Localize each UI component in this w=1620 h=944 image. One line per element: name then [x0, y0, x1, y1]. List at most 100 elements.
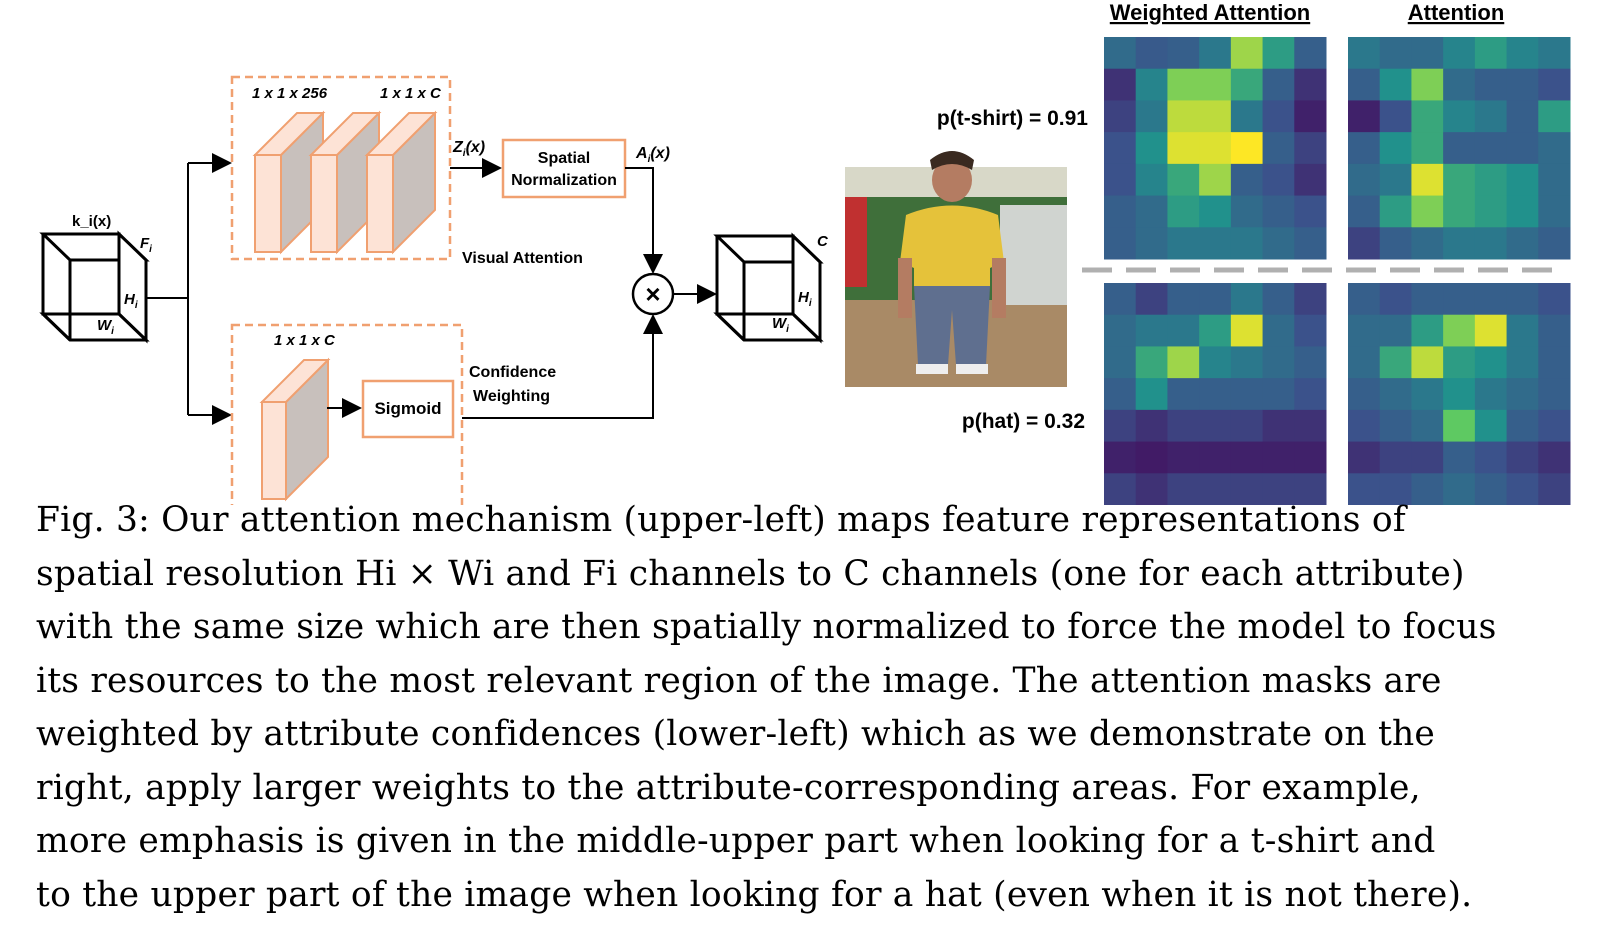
- heatmap-cell: [1104, 314, 1137, 347]
- figure-caption: Fig. 3: Our attention mechanism (upper-l…: [36, 494, 1584, 922]
- heatmap-cell: [1167, 100, 1200, 133]
- heatmap-cell: [1538, 473, 1571, 505]
- caption-line-1: Fig. 3: Our attention mechanism (upper-l…: [36, 500, 1406, 540]
- heatmap-cell: [1506, 163, 1539, 197]
- heatmap-cell: [1506, 473, 1539, 505]
- heatmap-cell: [1506, 227, 1539, 260]
- heatmap-cell: [1294, 409, 1327, 443]
- caption-line-2: spatial resolution Hi × Wi and Fi channe…: [36, 553, 1465, 594]
- heatmap-cell: [1294, 314, 1327, 347]
- caption-line-4: its resources to the most relevant regio…: [36, 660, 1442, 701]
- heatmap-cell: [1506, 283, 1539, 316]
- heatmap-cell: [1443, 409, 1476, 443]
- heatmap-cell: [1379, 163, 1412, 197]
- heatmap-cell: [1167, 378, 1200, 411]
- heatmap-cell: [1230, 100, 1264, 133]
- heatmap-cell: [1506, 68, 1539, 101]
- spatial-norm-line2: Normalization: [511, 172, 617, 189]
- heatmap-cell: [1262, 132, 1295, 165]
- heatmap-cell: [1538, 163, 1571, 197]
- z-label: Zi(x): [452, 139, 485, 159]
- heatmap-cell: [1199, 314, 1232, 347]
- heatmap-cell: [1379, 227, 1412, 260]
- heatmap-cell: [1474, 314, 1508, 347]
- heatmap-cell: [1230, 227, 1264, 260]
- heatmap-cell: [1199, 378, 1232, 411]
- input-f-label: Fi: [140, 235, 152, 255]
- heatmap-cell: [1348, 441, 1381, 474]
- heatmap-cell: [1348, 195, 1381, 228]
- heatmap-cell: [1379, 195, 1412, 228]
- heatmap-cell: [1262, 163, 1295, 197]
- heatmap-cell: [1506, 441, 1539, 474]
- heatmap-cell: [1262, 473, 1295, 505]
- heatmap-cell: [1348, 473, 1381, 505]
- heatmap-cell: [1167, 314, 1200, 347]
- heatmap-cell: [1443, 132, 1476, 165]
- heatmap-cell: [1294, 68, 1327, 101]
- heatmap-cell: [1443, 68, 1476, 101]
- heatmap-cell: [1411, 314, 1444, 347]
- input-tensor-cube: [39, 230, 150, 344]
- top-dim-256: 1 x 1 x 256: [252, 85, 328, 102]
- heatmap-cell: [1348, 100, 1381, 133]
- heatmap-cell: [1262, 346, 1295, 379]
- caption-line-7: more emphasis is given in the middle-upp…: [36, 821, 1436, 861]
- heatmap-cell: [1443, 441, 1476, 474]
- heatmap-cell: [1167, 227, 1200, 260]
- conv-block-1: [252, 110, 326, 255]
- conv-blocks-bottom: [259, 357, 331, 502]
- sigmoid-box: [361, 379, 455, 439]
- heatmap-cell: [1443, 283, 1476, 316]
- bottom-dim-c: 1 x 1 x C: [274, 332, 336, 349]
- spatial-normalization-box: [501, 138, 627, 199]
- heatmap-cell: [1104, 195, 1137, 228]
- header-attention: Attention: [1408, 0, 1505, 25]
- caption-line-8: to the upper part of the image when look…: [36, 874, 1473, 915]
- heatmap-cell: [1167, 473, 1200, 505]
- heatmap-cell: [1104, 346, 1137, 379]
- heatmap-cell: [1474, 37, 1508, 70]
- heatmap-cell: [1411, 409, 1444, 443]
- heatmap-cell: [1199, 441, 1232, 474]
- heatmap-cell: [1379, 378, 1412, 411]
- heatmap-cell: [1474, 409, 1508, 443]
- heatmap-cell: [1230, 163, 1264, 197]
- heatmap-cell: [1411, 132, 1444, 165]
- heatmap-cell: [1506, 314, 1539, 347]
- heatmap-hat-attention: [1348, 283, 1571, 505]
- heatmap-cell: [1506, 132, 1539, 165]
- heatmap-cell: [1348, 132, 1381, 165]
- heatmap-cell: [1135, 100, 1168, 133]
- heatmap-cell: [1379, 37, 1412, 70]
- heatmap-cell: [1443, 346, 1476, 379]
- input-label: k_i(x): [72, 213, 111, 230]
- heatmap-cell: [1443, 378, 1476, 411]
- multiply-symbol: ×: [645, 279, 660, 309]
- caption-line-5: weighted by attribute confidences (lower…: [36, 714, 1436, 754]
- heatmap-cell: [1474, 473, 1508, 505]
- heatmap-cell: [1506, 409, 1539, 443]
- heatmap-cell: [1135, 378, 1168, 411]
- heatmap-cell: [1262, 68, 1295, 101]
- heatmap-cell: [1104, 100, 1137, 133]
- heatmap-cell: [1379, 283, 1412, 316]
- heatmap-cell: [1348, 37, 1381, 70]
- heatmap-cell: [1506, 346, 1539, 379]
- heatmap-cell: [1294, 346, 1327, 379]
- heatmap-cell: [1538, 100, 1571, 133]
- heatmap-cell: [1262, 409, 1295, 443]
- person-photo: [845, 151, 1067, 387]
- heatmap-cell: [1474, 163, 1508, 197]
- heatmap-cell: [1135, 283, 1168, 316]
- heatmap-cell: [1135, 314, 1168, 347]
- prob-hat: p(hat) = 0.32: [962, 410, 1085, 433]
- heatmap-cell: [1348, 378, 1381, 411]
- output-w-label: Wi: [772, 315, 789, 335]
- heatmap-cell: [1135, 37, 1168, 70]
- heatmap-cell: [1294, 100, 1327, 133]
- heatmap-cell: [1262, 283, 1295, 316]
- heatmap-cell: [1538, 314, 1571, 347]
- visual-attention-box: [230, 75, 452, 261]
- heatmap-cell: [1411, 37, 1444, 70]
